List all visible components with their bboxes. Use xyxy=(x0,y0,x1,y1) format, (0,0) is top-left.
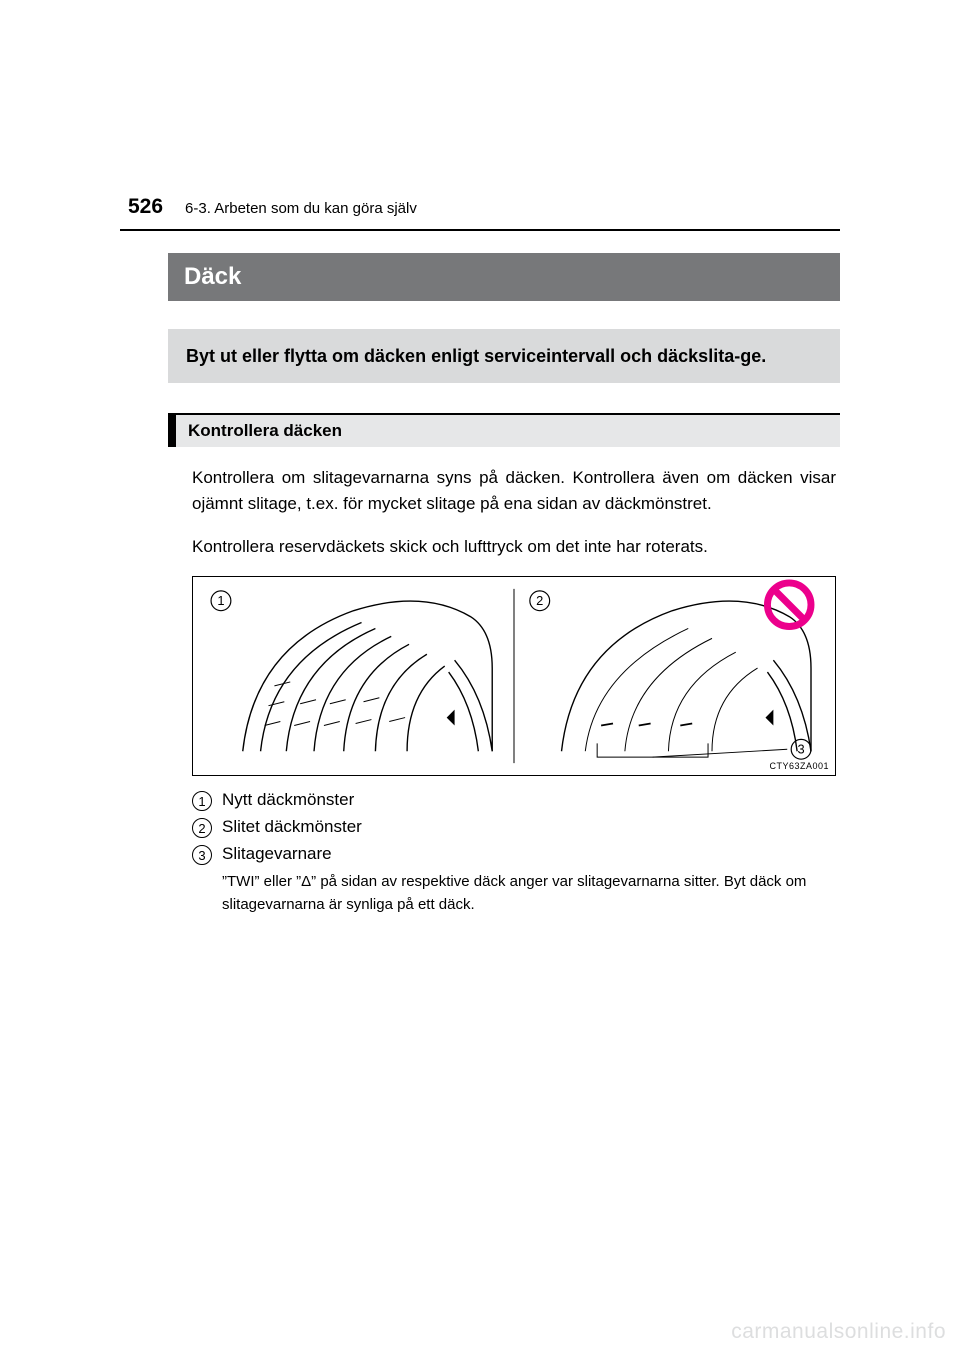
tire-diagram-svg: 1 2 3 xyxy=(193,577,835,775)
section-heading: Kontrollera däcken xyxy=(168,413,840,447)
figure-legend: 1 Nytt däckmönster 2 Slitet däckmönster … xyxy=(192,790,840,865)
paragraph-2: Kontrollera reservdäckets skick och luft… xyxy=(192,534,836,560)
legend-item: 1 Nytt däckmönster xyxy=(192,790,840,811)
page-header: 526 6-3. Arbeten som du kan göra själv xyxy=(128,195,840,219)
breadcrumb: 6-3. Arbeten som du kan göra själv xyxy=(185,200,417,217)
legend-item: 3 Slitagevarnare xyxy=(192,844,840,865)
legend-note: ”TWI” eller ”Δ” på sidan av respektive d… xyxy=(222,871,832,916)
tire-figure: 1 2 3 xyxy=(192,576,836,776)
intro-summary: Byt ut eller flytta om däcken enligt ser… xyxy=(168,329,840,383)
fig-callout-3: 3 xyxy=(798,742,805,757)
fig-callout-2: 2 xyxy=(536,593,543,608)
legend-marker: 3 xyxy=(192,845,212,865)
legend-label: Nytt däckmönster xyxy=(222,790,354,810)
paragraph-1: Kontrollera om slitagevarnarna syns på d… xyxy=(192,465,836,518)
legend-label: Slitet däckmönster xyxy=(222,817,362,837)
watermark: carmanualsonline.info xyxy=(731,1320,946,1344)
header-rule xyxy=(120,229,840,231)
legend-marker: 1 xyxy=(192,791,212,811)
prohibit-icon xyxy=(767,583,811,627)
legend-marker: 2 xyxy=(192,818,212,838)
page-title: Däck xyxy=(168,253,840,301)
figure-code: CTY63ZA001 xyxy=(769,761,829,771)
page-number: 526 xyxy=(128,195,163,219)
manual-page: 526 6-3. Arbeten som du kan göra själv D… xyxy=(0,0,960,1358)
fig-callout-1: 1 xyxy=(217,593,224,608)
legend-item: 2 Slitet däckmönster xyxy=(192,817,840,838)
legend-label: Slitagevarnare xyxy=(222,844,332,864)
